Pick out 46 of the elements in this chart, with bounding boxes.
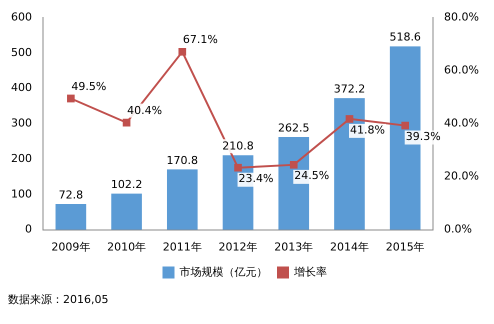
bar: [111, 194, 142, 230]
y-tick-label: 200: [10, 152, 32, 165]
point: [122, 118, 130, 126]
data-label: 39.3%: [406, 130, 441, 143]
x-tick-label: 2013年: [274, 240, 314, 254]
data-label: 49.5%: [71, 80, 106, 93]
point: [401, 122, 410, 130]
data-label: 41.8%: [350, 123, 385, 136]
data-label: 262.5: [278, 121, 310, 134]
x-tick-label: 2014年: [330, 240, 369, 254]
y2-tick-label: 40.0%: [444, 116, 480, 130]
y-tick-label: 400: [10, 81, 32, 94]
data-label: 72.8: [58, 188, 84, 202]
data-label: 67.1%: [182, 33, 218, 46]
point: [234, 164, 242, 172]
x-tick-label: 2015年: [386, 240, 425, 254]
data-label: 170.8: [166, 154, 198, 167]
y2-tick-label: 80.0%: [444, 10, 480, 24]
y-tick-label: 300: [10, 116, 32, 130]
source-note: 数据来源：2016,05: [8, 292, 110, 307]
point: [346, 115, 354, 123]
data-label: 40.4%: [127, 104, 162, 117]
data-label: 518.6: [389, 30, 421, 44]
bar: [166, 169, 198, 230]
data-label: 23.4%: [238, 172, 274, 186]
legend-label: 增长率: [293, 265, 327, 278]
x-tick-label: 2010年: [107, 240, 146, 254]
x-tick-label: 2011年: [162, 240, 202, 254]
legend-label: 市场规模（亿元）: [180, 265, 268, 278]
y-tick-label: 0: [24, 222, 32, 236]
y2-tick-label: 60.0%: [444, 64, 480, 77]
data-label: 210.8: [222, 140, 254, 153]
y2-tick-label: 20.0%: [444, 170, 480, 183]
data-label: 102.2: [110, 178, 142, 192]
y-tick-label: 500: [10, 46, 32, 59]
x-tick-label: 2012年: [218, 240, 258, 254]
point: [178, 48, 186, 56]
y2-tick-label: 0.0%: [444, 222, 472, 236]
y-tick-label: 600: [10, 10, 32, 24]
point: [290, 160, 298, 169]
point: [67, 94, 75, 102]
data-label: 24.5%: [294, 169, 330, 182]
y-tick-label: 100: [10, 187, 32, 200]
bar: [56, 204, 86, 230]
data-label: 372.2: [334, 82, 366, 96]
x-tick-label: 2009年: [51, 240, 90, 254]
